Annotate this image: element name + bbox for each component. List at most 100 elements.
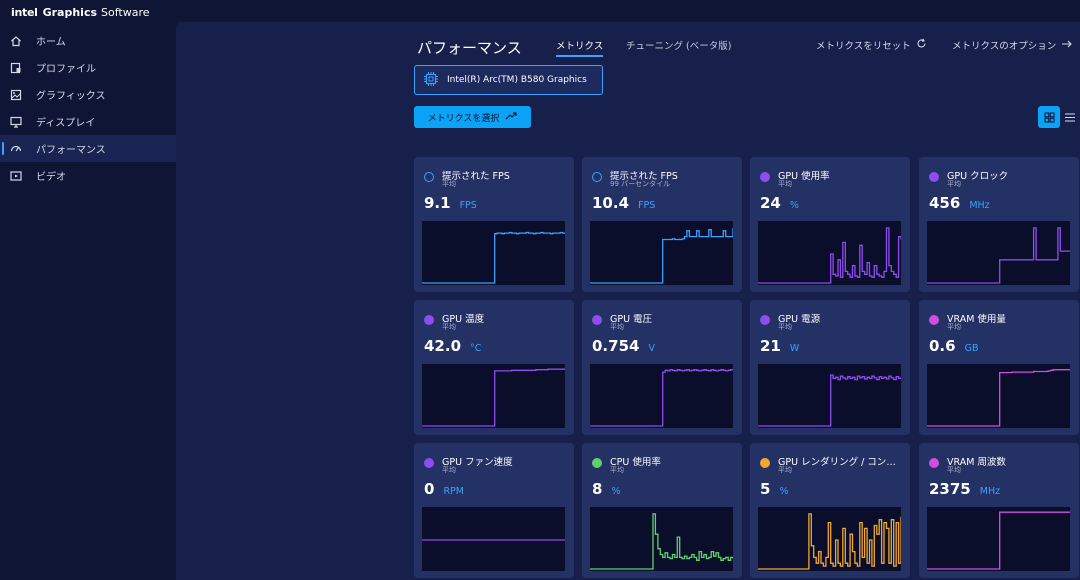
metric-card-gpu-temperature[interactable]: GPU 温度 平均 42.0 °C	[414, 300, 574, 435]
tab-tuning[interactable]: チューニング (ベータ版)	[626, 41, 732, 52]
metric-color-indicator	[760, 172, 770, 182]
metric-name: GPU ファン速度	[442, 457, 513, 468]
sidebar-item-label: パフォーマンス	[36, 145, 106, 156]
metric-card-gpu-clock[interactable]: GPU クロック 平均 456 MHz	[919, 157, 1079, 292]
metric-aggregation: 平均	[610, 466, 624, 474]
metric-card-gpu-voltage[interactable]: GPU 電圧 平均 0.754 V	[582, 300, 742, 435]
arrow-right-icon	[1061, 39, 1073, 52]
profile-icon	[10, 62, 22, 74]
metric-trace-line	[590, 369, 733, 427]
metric-graph	[590, 507, 733, 571]
metric-value: 456	[929, 194, 961, 212]
metric-value: 42.0	[424, 337, 462, 355]
metric-card-gpu-fan-speed[interactable]: GPU ファン速度 平均 0 RPM	[414, 443, 574, 578]
metric-graph	[422, 507, 565, 571]
metric-name: GPU 温度	[442, 314, 485, 325]
metric-graph	[422, 221, 565, 285]
metric-name: GPU クロック	[947, 171, 1009, 182]
metric-aggregation: 平均	[947, 323, 961, 331]
metric-color-indicator	[424, 458, 434, 468]
metric-color-indicator	[760, 315, 770, 325]
metric-card-displayed-fps-99th[interactable]: 提示された FPS 99 パーセンタイル 10.4 FPS	[582, 157, 742, 292]
metric-unit: W	[789, 343, 800, 354]
metric-value-row: 10.4 FPS	[592, 194, 655, 212]
metric-unit: %	[789, 200, 799, 211]
metric-graph	[590, 221, 733, 285]
sidebar-item-video[interactable]: ビデオ	[0, 162, 176, 189]
metric-trace-line	[590, 513, 733, 570]
metric-card-gpu-render-compute[interactable]: GPU レンダリング / コンピュート平均 5%	[750, 443, 910, 578]
metric-value-row: 2375 MHz	[929, 480, 1000, 498]
metric-trace-line	[927, 227, 1070, 284]
metric-unit: MHz	[969, 200, 990, 211]
metric-unit: FPS	[459, 200, 477, 211]
metric-value-row: 456 MHz	[929, 194, 990, 212]
metric-card-vram-frequency[interactable]: VRAM 周波数 平均 2375 MHz	[919, 443, 1079, 578]
reset-metrics-label: メトリクスをリセット	[816, 41, 911, 52]
grid-view-toggle[interactable]	[1038, 106, 1060, 128]
metric-value: 21	[760, 337, 781, 355]
sidebar-item-performance[interactable]: パフォーマンス	[0, 135, 176, 162]
trend-up-icon	[505, 111, 517, 123]
page-title: パフォーマンス	[417, 39, 522, 57]
metric-aggregation: 平均	[610, 323, 624, 331]
metric-color-indicator	[592, 458, 602, 468]
metric-card-cpu-utilization[interactable]: CPU 使用率 平均 8%	[582, 443, 742, 578]
title-bar: intel Graphics Software	[0, 0, 1080, 24]
metric-aggregation: 平均	[947, 466, 961, 474]
gpu-device-selector[interactable]: Intel(R) Arc(TM) B580 Graphics	[414, 65, 603, 95]
select-metrics-label: メトリクスを選択	[427, 113, 500, 124]
intel-logo: intel	[11, 5, 38, 19]
metric-color-indicator	[760, 458, 770, 468]
metric-value-row: 8%	[592, 480, 620, 498]
metric-name: GPU 使用率	[778, 171, 830, 182]
refresh-icon	[916, 38, 927, 52]
metric-value-row: 5%	[760, 480, 788, 498]
metric-name: GPU 電圧	[610, 314, 653, 325]
metric-graph	[758, 364, 901, 428]
metric-aggregation: 平均	[778, 466, 792, 474]
metric-trace-line	[758, 513, 901, 570]
metric-card-gpu-utilization[interactable]: GPU 使用率 平均 24%	[750, 157, 910, 292]
metric-value: 0.754	[592, 337, 640, 355]
metrics-options-button[interactable]: メトリクスのオプション	[952, 38, 1073, 52]
metric-aggregation: 99 パーセンタイル	[610, 180, 671, 188]
metric-name: GPU 電源	[778, 314, 821, 325]
metric-color-indicator	[424, 315, 434, 325]
metric-graph	[590, 364, 733, 428]
sidebar-item-display[interactable]: ディスプレイ	[0, 108, 176, 135]
metric-trace-line	[422, 231, 565, 284]
list-view-toggle[interactable]	[1060, 106, 1080, 128]
metric-graph	[758, 507, 901, 571]
sidebar-item-graphics[interactable]: グラフィックス	[0, 81, 176, 108]
list-icon	[1064, 108, 1076, 127]
sidebar-item-home[interactable]: ホーム	[0, 27, 176, 54]
metric-trace-line	[590, 227, 733, 284]
reset-metrics-button[interactable]: メトリクスをリセット	[816, 38, 927, 52]
metric-color-indicator	[929, 458, 939, 468]
metric-aggregation: 平均	[442, 466, 456, 474]
video-icon	[10, 170, 22, 182]
gpu-device-label: Intel(R) Arc(TM) B580 Graphics	[447, 75, 587, 85]
metrics-options-label: メトリクスのオプション	[952, 41, 1057, 52]
tab-metrics[interactable]: メトリクス	[556, 38, 604, 57]
metric-value-row: 0.6 GB	[929, 337, 978, 355]
grid-icon	[1044, 108, 1055, 127]
metric-card-displayed-fps-avg[interactable]: 提示された FPS 平均 9.1 FPS	[414, 157, 574, 292]
metric-trace-line	[927, 369, 1070, 427]
metric-trace-line	[758, 227, 901, 284]
metric-unit: FPS	[638, 200, 656, 211]
metric-card-gpu-power[interactable]: GPU 電源 平均 21 W	[750, 300, 910, 435]
metric-trace-line	[927, 511, 1070, 570]
metric-name: GPU レンダリング / コンピュート	[778, 457, 903, 468]
app-title-software: Software	[101, 5, 150, 19]
metric-color-indicator	[929, 315, 939, 325]
metric-value: 5	[760, 480, 771, 498]
metric-aggregation: 平均	[442, 180, 456, 188]
metric-card-vram-usage[interactable]: VRAM 使用量 平均 0.6 GB	[919, 300, 1079, 435]
metric-value-row: 42.0 °C	[424, 337, 481, 355]
sidebar-item-profile[interactable]: プロファイル	[0, 54, 176, 81]
metric-graph	[422, 364, 565, 428]
display-icon	[10, 116, 22, 128]
select-metrics-button[interactable]: メトリクスを選択	[414, 106, 531, 128]
